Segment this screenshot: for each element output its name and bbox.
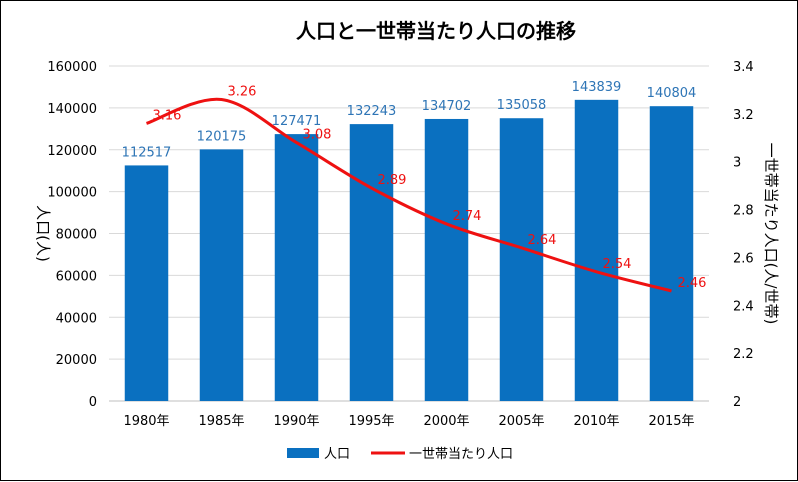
bar-value-label: 132243 (347, 104, 397, 119)
bar-value-label: 134702 (422, 99, 472, 114)
left-tick-label: 140000 (47, 102, 97, 117)
line-value-label: 3.16 (153, 108, 182, 123)
bar (574, 99, 619, 401)
line-value-label: 2.89 (378, 173, 407, 188)
bar (274, 134, 319, 401)
x-tick-label: 2015年 (648, 414, 694, 429)
right-tick-label: 2.8 (733, 204, 754, 219)
x-tick-label: 2010年 (573, 414, 619, 429)
data-labels: 112517 120175 127471 132243 134702 135058 1438… (122, 80, 707, 291)
right-tick-label: 2.2 (733, 347, 754, 362)
left-tick-label: 120000 (47, 144, 97, 159)
right-tick-label: 3.4 (733, 60, 754, 75)
line-value-label: 2.46 (678, 276, 707, 291)
right-tick-label: 2.6 (733, 251, 754, 266)
bar (124, 165, 169, 401)
right-axis: 2 2.2 2.4 2.6 2.8 3 3.2 3.4 (733, 60, 754, 410)
left-tick-label: 60000 (56, 269, 97, 284)
x-tick-label: 1990年 (273, 414, 319, 429)
chart-title: 人口と一世帯当たり人口の推移 (296, 19, 576, 43)
left-tick-label: 160000 (47, 60, 97, 75)
bar-series (124, 99, 694, 402)
right-tick-label: 3 (733, 156, 741, 171)
left-tick-label: 80000 (56, 228, 97, 243)
bar-value-label: 112517 (122, 145, 172, 160)
x-tick-label: 1995年 (348, 414, 394, 429)
x-tick-label: 2005年 (498, 414, 544, 429)
left-tick-label: 100000 (47, 186, 97, 201)
bar-value-label: 120175 (197, 129, 247, 144)
legend-swatch-bar (287, 448, 319, 458)
line-value-label: 2.74 (453, 209, 482, 224)
left-axis: 0 20000 40000 60000 80000 100000 120000 140000 1… (47, 60, 97, 410)
x-axis: 1980年 1985年 1990年 1995年 2000年 2005年 2010年 2015年 (123, 414, 694, 429)
right-axis-label: 一世帯当たり人口(人/世帯) (762, 143, 780, 325)
bar (199, 149, 244, 401)
legend: 人口 一世帯当たり人口 (287, 447, 513, 462)
bar (499, 118, 544, 401)
line-value-label: 3.08 (303, 128, 332, 143)
left-tick-label: 0 (89, 395, 97, 410)
gridlines (109, 65, 709, 402)
right-tick-label: 3.2 (733, 108, 754, 123)
line-value-label: 2.54 (603, 257, 632, 272)
right-tick-label: 2 (733, 395, 741, 410)
x-tick-label: 2000年 (423, 414, 469, 429)
left-axis-label: 人口(人) (34, 205, 52, 262)
x-tick-label: 1980年 (123, 414, 169, 429)
line-value-label: 3.26 (228, 85, 257, 100)
left-tick-label: 20000 (56, 353, 97, 368)
bar (649, 106, 694, 402)
x-tick-label: 1985年 (198, 414, 244, 429)
line-value-label: 2.64 (528, 233, 557, 248)
bar (349, 124, 394, 402)
left-tick-label: 40000 (56, 311, 97, 326)
line-path (145, 97, 672, 293)
right-tick-label: 2.4 (733, 299, 754, 314)
legend-label-bar: 人口 (324, 447, 350, 462)
legend-label-line: 一世帯当たり人口 (409, 447, 513, 462)
line-series (145, 97, 672, 293)
bar-value-label: 127471 (272, 114, 322, 129)
bar-value-label: 140804 (647, 86, 697, 101)
bar-value-label: 135058 (497, 98, 547, 113)
bar-value-label: 143839 (572, 80, 622, 95)
bar (424, 118, 469, 402)
